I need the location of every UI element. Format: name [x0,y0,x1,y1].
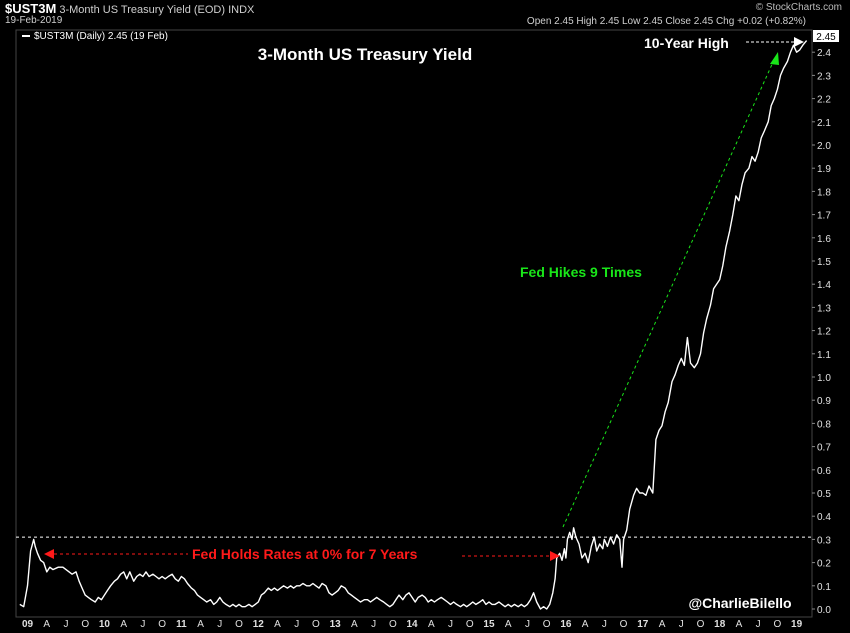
x-tick-label: 09 [22,619,34,630]
y-tick-label: 1.2 [817,327,831,338]
x-tick-label: 14 [407,619,419,630]
fed-hikes-label: Fed Hikes 9 Times [520,264,642,280]
y-tick-label: 0.7 [817,443,831,454]
x-axis: 09 A J O 10 A J O 11 A J O 12 A J O 13 A J O 14 A J O 15 A J O 16 A J O… [22,619,803,630]
y-tick-label: 2.0 [817,141,831,152]
x-tick-label: A [736,619,743,630]
last-value-tag [813,30,839,42]
x-tick-label: 13 [330,619,342,630]
x-tick-label: 11 [176,619,187,630]
x-tick-label: A [428,619,435,630]
author-credit: @CharlieBilello [688,595,791,611]
y-tick-label: 0.9 [817,396,831,407]
fed-hikes-arrow [562,59,775,528]
x-tick-label: O [389,619,397,630]
x-tick-label: A [197,619,204,630]
y-tick-label: 0.0 [817,605,831,616]
ten-year-high-label: 10-Year High [644,35,729,51]
x-tick-label: J [602,619,607,630]
x-tick-label: O [543,619,551,630]
brand-label: © StockCharts.com [755,2,842,13]
y-tick-label: 1.3 [817,303,831,314]
ticker-description: 3-Month US Treasury Yield (EOD) [59,4,226,16]
x-tick-label: J [140,619,145,630]
y-tick-label: 2.1 [817,118,831,129]
y-tick-label: 0.1 [817,582,831,593]
x-tick-label: A [43,619,50,630]
chart-header: $UST3M 3-Month US Treasury Yield (EOD) I… [5,1,254,16]
x-tick-label: A [582,619,589,630]
x-tick-label: 10 [99,619,111,630]
x-tick-label: O [774,619,782,630]
y-tick-label: 1.5 [817,257,831,268]
yield-series-line [19,40,808,610]
exchange-label: INDX [228,4,255,16]
ten-year-high-arrowhead [794,37,804,47]
y-tick-label: 1.6 [817,234,831,245]
x-tick-label: 12 [253,619,265,630]
last-value-text: 2.45 [816,32,836,43]
y-tick-label: 1.1 [817,350,831,361]
fed-holds-arrowhead-left [44,549,54,559]
x-tick-label: A [659,619,666,630]
x-tick-label: O [620,619,628,630]
fed-hikes-arrowhead [770,52,779,65]
x-tick-label: O [697,619,705,630]
fed-holds-label: Fed Holds Rates at 0% for 7 Years [192,546,418,562]
y-tick-label: 0.8 [817,419,831,430]
x-tick-label: A [351,619,358,630]
x-tick-label: J [756,619,761,630]
x-tick-label: 17 [637,619,649,630]
y-tick-label: 2.3 [817,71,831,82]
x-tick-label: 16 [560,619,572,630]
y-tick-label: 2.2 [817,95,831,106]
x-tick-label: O [312,619,320,630]
y-tick-label: 0.4 [817,512,831,523]
fed-holds-arrowhead-right [550,551,560,561]
x-tick-label: J [448,619,453,630]
y-tick-label: 0.2 [817,559,831,570]
y-tick-label: 1.8 [817,187,831,198]
plot-frame [15,29,813,618]
x-tick-label: A [274,619,281,630]
y-tick-label: 1.4 [817,280,831,291]
x-tick-label: J [217,619,222,630]
x-tick-label: J [294,619,299,630]
x-tick-label: 15 [483,619,495,630]
chart-title: 3-Month US Treasury Yield [258,45,472,64]
x-tick-label: A [505,619,512,630]
x-tick-label: J [63,619,68,630]
y-tick-label: 1.0 [817,373,831,384]
y-tick-label: 2.4 [817,48,831,59]
chart-date: 19-Feb-2019 [5,15,63,26]
x-tick-label: J [679,619,684,630]
y-tick-label: 0.6 [817,466,831,477]
x-tick-label: O [466,619,474,630]
y-tick-label: 1.9 [817,164,831,175]
x-tick-label: J [371,619,376,630]
x-tick-label: O [235,619,243,630]
y-axis: 0.0 0.1 0.2 0.3 0.4 0.5 0.6 0.7 0.8 0.9 1.0 1.1 1.2 1… [812,48,831,616]
x-tick-label: A [120,619,127,630]
ticker-symbol: $UST3M [5,1,57,16]
x-tick-label: 18 [714,619,726,630]
series-legend: $UST3M (Daily) 2.45 (19 Feb) [34,31,168,42]
x-tick-label: 19 [791,619,803,630]
y-tick-label: 0.3 [817,535,831,546]
x-tick-label: J [525,619,530,630]
x-tick-label: O [81,619,89,630]
y-tick-label: 1.7 [817,211,831,222]
y-tick-label: 0.5 [817,489,831,500]
x-tick-label: O [158,619,166,630]
ohlc-readout: Open 2.45 High 2.45 Low 2.45 Close 2.45 … [526,16,806,27]
